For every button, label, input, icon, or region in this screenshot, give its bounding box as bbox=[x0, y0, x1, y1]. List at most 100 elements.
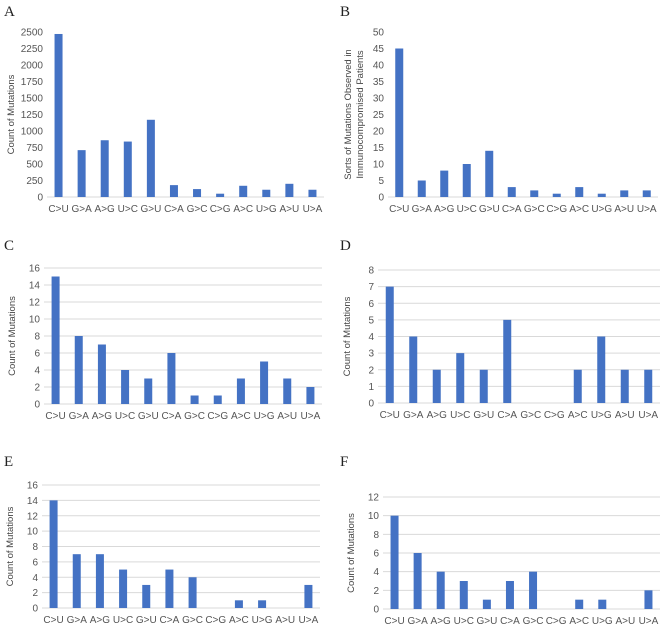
y-tick-label: 30 bbox=[373, 94, 385, 105]
x-tick-label: G>A bbox=[412, 204, 433, 215]
x-tick-label: A>U bbox=[615, 410, 635, 421]
y-axis-label: Count of Mutations bbox=[346, 513, 357, 593]
bar-5-1 bbox=[413, 553, 422, 609]
y-tick-label: 2 bbox=[373, 586, 379, 597]
bar-2-4 bbox=[144, 378, 153, 404]
y-tick-label: 12 bbox=[27, 511, 39, 522]
y-tick-label: 12 bbox=[368, 493, 380, 504]
x-tick-label: C>U bbox=[380, 410, 400, 421]
y-tick-label: 10 bbox=[27, 527, 39, 538]
y-tick-label: 35 bbox=[373, 77, 385, 88]
y-tick-label: 4 bbox=[368, 332, 374, 343]
x-tick-label: A>U bbox=[275, 615, 295, 626]
y-tick-label: 0 bbox=[378, 193, 384, 204]
x-tick-label: A>C bbox=[569, 616, 589, 627]
x-tick-label: C>G bbox=[210, 204, 231, 215]
y-tick-label: 0 bbox=[368, 399, 374, 410]
y-tick-label: 0 bbox=[37, 193, 43, 204]
bar-1-8 bbox=[575, 187, 584, 197]
bar-2-8 bbox=[236, 378, 245, 404]
bar-3-1 bbox=[409, 336, 418, 403]
y-tick-label: 16 bbox=[29, 264, 41, 275]
bar-1-0 bbox=[395, 48, 404, 197]
bar-0-4 bbox=[146, 119, 155, 197]
x-tick-label: U>C bbox=[454, 616, 474, 627]
bar-5-11 bbox=[644, 590, 653, 609]
y-tick-label: 1000 bbox=[21, 127, 44, 138]
chart-panel-a: A 0 250 500 750 1000 1250 1500 1750 2000 2250 2500 C… bbox=[4, 4, 324, 215]
chart-panel-f: F 0 2 4 6 8 10 12 C>U G>A A>G U>C G>U C>A G>C C>G A>C U>G… bbox=[340, 454, 660, 627]
x-tick-label: G>C bbox=[523, 616, 544, 627]
x-tick-label: U>A bbox=[299, 615, 319, 626]
bar-5-3 bbox=[459, 581, 468, 609]
bar-3-4 bbox=[479, 369, 488, 403]
bar-1-2 bbox=[440, 170, 449, 197]
x-tick-label: C>U bbox=[389, 204, 409, 215]
x-tick-label: C>A bbox=[502, 204, 522, 215]
x-tick-label: U>A bbox=[303, 204, 323, 215]
y-tick-label: 1250 bbox=[21, 110, 44, 121]
y-tick-label: 250 bbox=[26, 176, 43, 187]
x-tick-label: G>C bbox=[187, 204, 208, 215]
x-tick-label: G>U bbox=[140, 204, 161, 215]
bar-2-9 bbox=[260, 361, 269, 404]
x-tick-label: G>A bbox=[71, 204, 92, 215]
bar-0-1 bbox=[77, 150, 86, 197]
y-tick-label: 40 bbox=[373, 61, 385, 72]
x-tick-label: U>G bbox=[252, 615, 273, 626]
x-tick-label: U>G bbox=[592, 616, 613, 627]
x-tick-label: A>G bbox=[431, 616, 452, 627]
y-tick-label: 500 bbox=[26, 160, 43, 171]
x-tick-label: C>U bbox=[384, 616, 404, 627]
x-tick-label: U>A bbox=[301, 411, 321, 422]
y-tick-label: 6 bbox=[34, 349, 40, 360]
x-tick-label: G>C bbox=[182, 615, 203, 626]
y-tick-label: 10 bbox=[368, 511, 380, 522]
x-tick-label: A>U bbox=[616, 616, 636, 627]
x-tick-label: A>C bbox=[569, 204, 589, 215]
y-tick-label: 2500 bbox=[21, 28, 44, 39]
x-tick-label: U>C bbox=[450, 410, 470, 421]
bar-4-6 bbox=[188, 577, 197, 608]
y-tick-label: 50 bbox=[373, 28, 385, 39]
x-tick-label: U>G bbox=[256, 204, 277, 215]
x-tick-label: A>C bbox=[568, 410, 588, 421]
y-axis-label: Count of Mutations bbox=[6, 74, 17, 154]
x-tick-label: U>A bbox=[637, 204, 657, 215]
bar-5-2 bbox=[436, 571, 445, 609]
y-tick-label: 5 bbox=[378, 176, 384, 187]
bar-4-1 bbox=[72, 554, 81, 608]
bar-0-6 bbox=[193, 189, 202, 197]
y-axis-label: Count of Mutations bbox=[342, 296, 353, 376]
y-tick-label: 3 bbox=[368, 349, 374, 360]
y-tick-label: 2000 bbox=[21, 61, 44, 72]
x-tick-label: A>U bbox=[280, 204, 300, 215]
bar-3-10 bbox=[620, 369, 629, 403]
y-tick-label: 4 bbox=[373, 567, 379, 578]
y-tick-label: 2 bbox=[368, 365, 374, 376]
bar-0-11 bbox=[308, 189, 317, 197]
chart-panel-b: B 0 5 10 15 20 25 30 35 40 45 50 C>U G>A A>G U>C G>U C>A G… bbox=[340, 4, 658, 215]
x-tick-label: G>C bbox=[524, 204, 545, 215]
x-tick-label: C>A bbox=[162, 411, 182, 422]
x-tick-label: C>A bbox=[160, 615, 180, 626]
x-tick-label: A>C bbox=[231, 411, 251, 422]
y-tick-label: 750 bbox=[26, 143, 43, 154]
bar-4-4 bbox=[142, 584, 151, 608]
bar-2-3 bbox=[121, 370, 130, 404]
bar-5-8 bbox=[575, 599, 584, 609]
bar-5-6 bbox=[529, 571, 538, 609]
bar-2-6 bbox=[190, 395, 199, 404]
x-tick-label: G>U bbox=[479, 204, 500, 215]
y-tick-label: 14 bbox=[29, 281, 41, 292]
x-tick-label: A>G bbox=[90, 615, 111, 626]
y-axis-label: Count of Mutations bbox=[7, 296, 18, 376]
bar-1-6 bbox=[530, 190, 539, 197]
y-tick-label: 16 bbox=[27, 481, 39, 492]
bar-4-8 bbox=[234, 600, 243, 608]
y-tick-label: 14 bbox=[27, 496, 39, 507]
y-tick-label: 1 bbox=[368, 382, 374, 393]
y-tick-label: 25 bbox=[373, 110, 385, 121]
bar-2-10 bbox=[283, 378, 292, 404]
